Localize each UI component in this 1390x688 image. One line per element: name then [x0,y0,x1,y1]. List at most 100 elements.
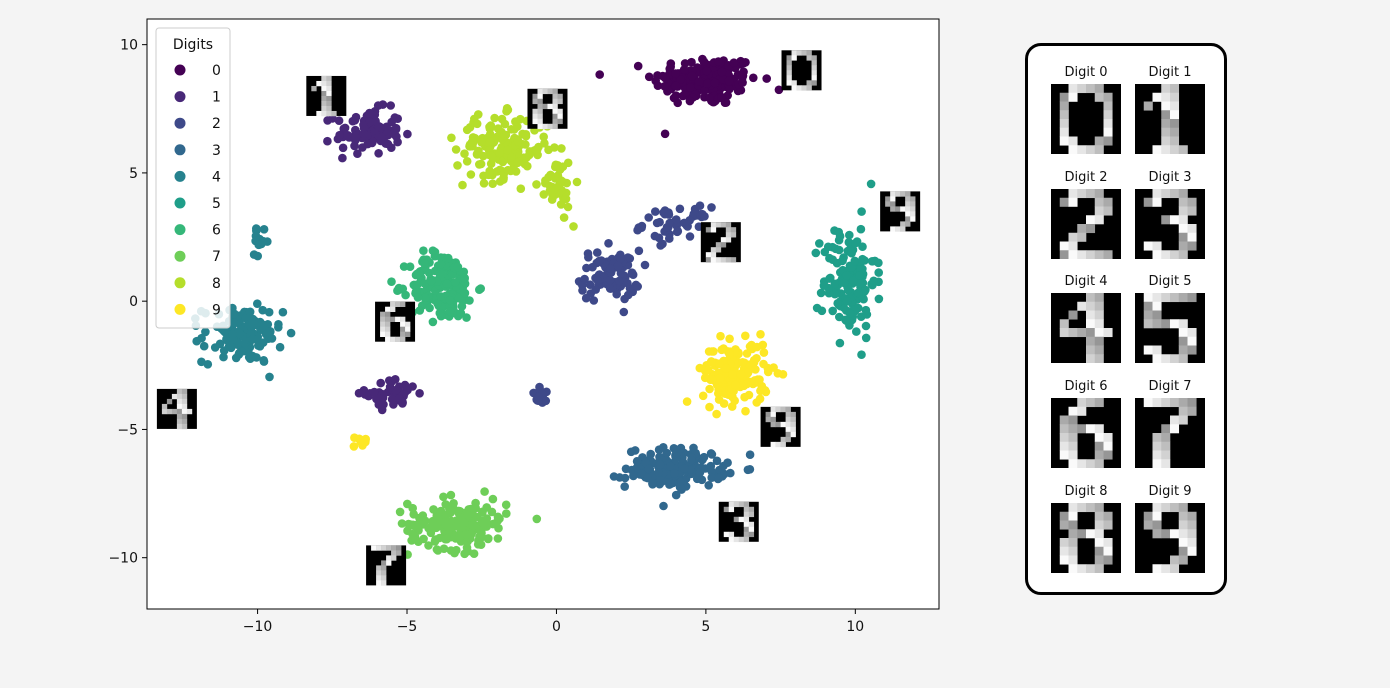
point-digit-3 [665,461,675,471]
point-digit-3 [726,468,735,478]
point-digit-8 [472,119,482,129]
point-digit-5 [845,309,855,318]
legend-marker-0 [174,64,186,76]
point-digit-9 [707,375,717,384]
point-digit-9 [705,402,714,412]
x-tick-label: −10 [243,619,273,635]
point-digit-0 [679,65,689,74]
point-digit-8 [462,157,472,166]
thumbnail-digit-image-2 [1051,188,1121,259]
legend-label-9: 9 [212,302,221,318]
point-digit-9 [756,330,765,339]
thumbnail-digit-7: Digit 7 [1130,379,1210,479]
point-digit-5 [858,242,867,251]
digit-image-2 [700,222,741,263]
legend-marker-3 [174,144,186,156]
point-digit-8 [488,179,498,188]
thumbnail-image [1135,502,1205,573]
thumbnail-digit-6: Digit 6 [1046,379,1126,479]
point-digit-1 [389,400,398,409]
point-digit-1 [370,387,379,397]
point-digit-2 [625,283,635,293]
digit-image-1 [306,75,347,117]
point-digit-6 [425,303,434,313]
point-digit-1 [323,136,332,146]
point-digit-3 [637,469,646,478]
point-digit-5 [812,303,822,313]
point-digit-6 [453,262,463,272]
legend-label-0: 0 [212,63,221,79]
point-digit-7 [471,503,481,513]
point-digit-7 [476,540,486,549]
point-digit-8 [467,137,477,147]
legend-marker-8 [174,277,186,289]
point-digit-6 [445,295,455,305]
point-digit-6 [428,317,438,327]
thumbnail-digit-3: Digit 3 [1130,170,1210,270]
point-digit-7 [459,518,468,527]
point-digit-6 [412,269,422,279]
point-digit-1 [351,133,361,142]
point-digit-2 [584,252,593,262]
point-digit-9 [761,387,771,397]
point-digit-9 [725,334,734,344]
point-digit-2 [675,204,685,214]
point-digit-1 [348,116,358,126]
point-digit-9 [358,438,368,447]
point-digit-8 [544,145,553,155]
thumbnail-digit-4: Digit 4 [1046,274,1126,374]
point-digit-8 [541,176,550,185]
point-digit-6 [387,277,396,287]
point-digit-8 [503,145,512,155]
point-digit-8 [561,194,571,204]
point-digit-5 [834,227,843,237]
point-digit-1 [367,138,377,148]
point-digit-9 [741,406,750,416]
y-tick-label: 5 [129,166,138,182]
point-digit-7 [493,534,503,543]
point-digit-9 [736,370,746,379]
point-digit-7 [468,521,478,530]
point-digit-4 [278,307,288,317]
point-digit-6 [442,279,452,289]
point-digit-4 [258,338,268,347]
point-digit-2 [588,262,597,272]
point-digit-2 [665,234,674,243]
point-digit-1 [398,397,407,407]
thumbnail-digit-0: Digit 0 [1046,65,1126,165]
point-digit-1 [343,131,353,140]
point-digit-2 [593,248,602,257]
point-digit-5 [851,238,860,248]
point-digit-5 [856,224,866,234]
point-digit-6 [454,293,464,303]
point-digit-6 [436,311,446,321]
x-tick-label: 5 [701,619,710,635]
point-digit-3 [662,448,672,458]
point-digit-3 [743,465,753,475]
point-digit-0 [671,69,680,78]
point-digit-7 [477,532,487,542]
point-digit-0 [725,84,734,94]
point-digit-0 [717,93,726,102]
point-digit-5 [855,279,865,288]
point-digit-9 [751,365,760,374]
point-digit-4 [210,343,220,352]
point-digit-4 [219,346,229,355]
thumbnail-label: Digit 0 [1064,65,1108,80]
point-digit-0 [714,57,723,66]
point-digit-1 [334,116,344,125]
point-digit-0 [633,61,643,71]
point-digit-6 [436,259,446,269]
legend-marker-4 [174,170,186,182]
point-digit-0 [644,72,654,82]
point-digit-5 [816,288,826,298]
point-digit-5 [860,287,869,296]
point-digit-8 [478,151,488,161]
point-digit-9 [752,398,761,407]
point-digit-5 [833,299,842,308]
point-digit-1 [354,388,364,398]
point-digit-5 [861,321,871,331]
point-digit-0 [710,78,719,88]
point-digit-7 [439,492,448,502]
